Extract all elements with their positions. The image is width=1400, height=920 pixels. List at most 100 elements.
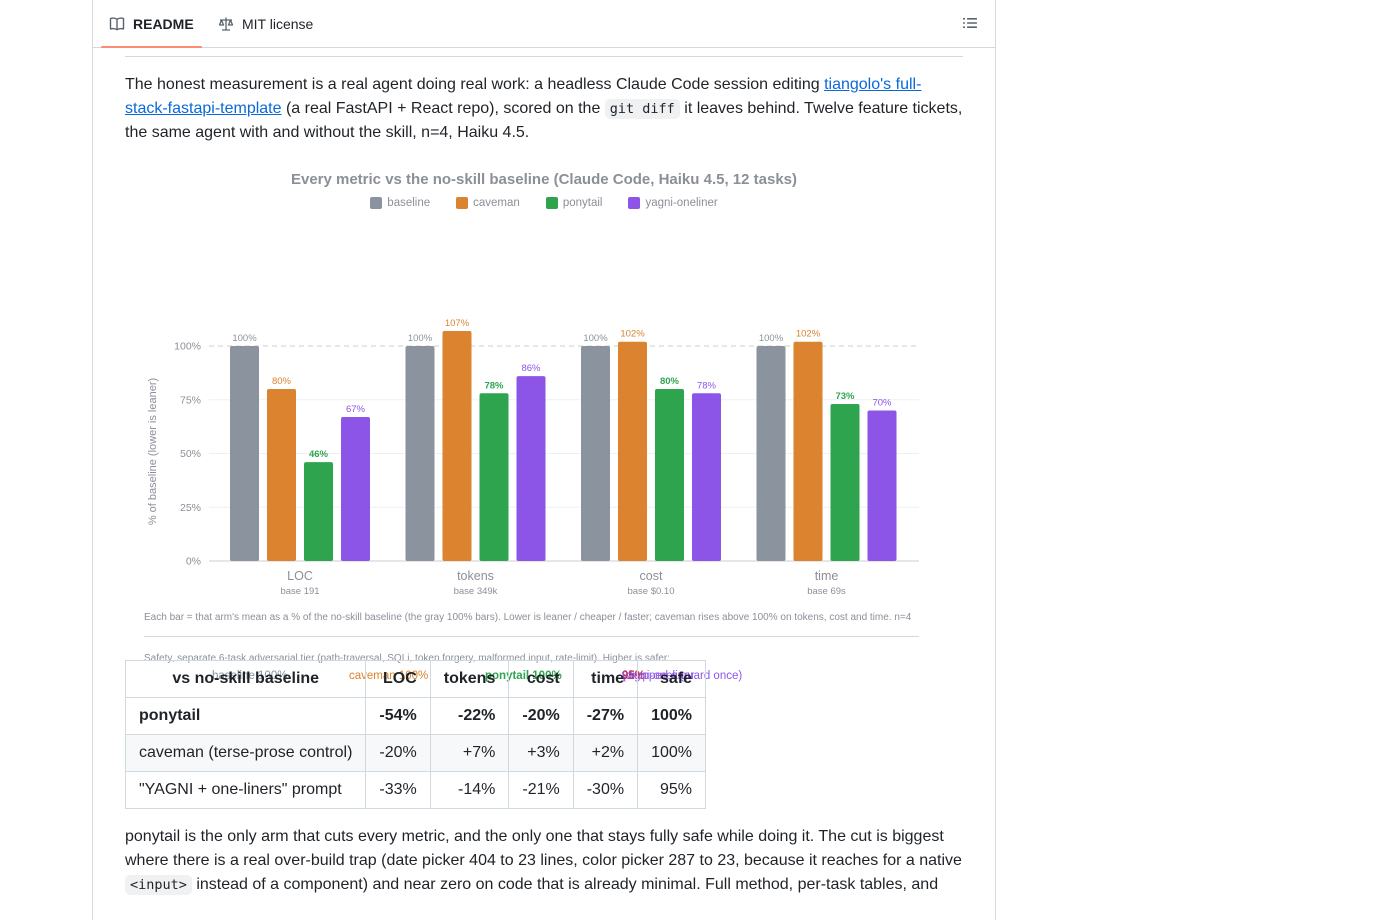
table-header: cost [508, 660, 574, 698]
closing-text-2: instead of a component) and near zero on… [191, 876, 939, 893]
bar-value-label: 107% [445, 318, 470, 329]
table-header: time [572, 660, 639, 698]
y-tick-label: 50% [180, 448, 201, 460]
legend-label-baseline: baseline [387, 197, 431, 209]
y-tick-label: 0% [186, 556, 201, 568]
bar-value-label: 80% [272, 376, 292, 387]
legend-swatch-ponytail [545, 197, 558, 209]
legend-item-yagni: yagni-oneliner [628, 197, 718, 209]
bar-value-label: 100% [583, 333, 608, 344]
table-cell: caveman (terse-prose control) [124, 734, 367, 772]
bar-value-label: 67% [346, 404, 366, 415]
chart-title: Every metric vs the no-skill baseline (C… [290, 171, 798, 188]
table-cell: -20% [365, 734, 431, 772]
table-cell: -33% [365, 771, 431, 809]
bar-value-label: 100% [408, 333, 433, 344]
chart-caption: Each bar = that arm's mean as a % of the… [144, 612, 912, 623]
legend-label-ponytail: ponytail [562, 197, 603, 209]
bar-ponytail-cost [655, 389, 684, 561]
bar-value-label: 80% [660, 376, 680, 387]
table-row: ponytail -54% -22% -20% -27% 100% [124, 697, 706, 735]
safety-note: Safety, separate 6-task adversarial tier… [144, 653, 670, 664]
legend-swatch-yagni [628, 197, 641, 209]
table-cell: -22% [429, 697, 510, 735]
outline-list-icon[interactable] [962, 15, 978, 31]
table-cell: "YAGNI + one-liners" prompt [124, 771, 367, 809]
bar-yagni-oneliner-time [867, 410, 897, 561]
bar-value-label: 78% [484, 380, 504, 391]
legend-item-caveman: caveman [456, 197, 520, 209]
y-tick-label: 100% [174, 341, 201, 353]
x-category-label: time [815, 569, 839, 583]
y-axis-label: % of baseline (lower is leaner) [147, 378, 159, 525]
legend-swatch-caveman [456, 197, 469, 209]
y-tick-label: 25% [180, 502, 201, 514]
bar-yagni-oneliner-tokens [516, 376, 546, 561]
table-cell: ponytail [124, 697, 367, 735]
tab-readme[interactable]: README [101, 0, 202, 48]
bar-baseline-time [756, 346, 786, 561]
bar-baseline-LOC [230, 346, 259, 561]
intro-text-2: (a real FastAPI + React repo), scored on… [281, 100, 605, 117]
git-diff-code: git diff [604, 99, 680, 119]
bar-value-label: 78% [697, 380, 717, 391]
comparison-table: vs no-skill baseline LOC tokens cost tim… [124, 660, 706, 809]
legend-swatch-baseline [370, 197, 383, 209]
bar-caveman-cost [618, 341, 647, 561]
bar-value-label: 46% [309, 449, 329, 460]
table-header-row: vs no-skill baseline LOC tokens cost tim… [124, 660, 706, 698]
legend-item-baseline: baseline [370, 197, 430, 209]
template-repo-link[interactable]: tiangolo's full-stack-fastapi-template [125, 76, 922, 117]
chart-legend: baseline caveman ponytail yagni-oneliner [125, 197, 963, 209]
x-category-label: cost [640, 569, 663, 583]
caption-divider [144, 636, 919, 637]
bar-value-label: 73% [835, 391, 855, 402]
scale-icon [218, 16, 234, 32]
input-code: <input> [125, 875, 192, 895]
horizontal-rule [125, 56, 963, 57]
bar-baseline-cost [581, 346, 610, 561]
table-cell: -27% [572, 697, 639, 735]
legend-label-caveman: caveman [473, 197, 520, 209]
bar-value-label: 100% [232, 333, 257, 344]
x-category-sublabel: base 69s [807, 586, 846, 597]
table-cell: -30% [572, 771, 639, 809]
table-cell: +2% [572, 734, 639, 772]
bar-ponytail-tokens [479, 393, 509, 561]
y-tick-label: 75% [180, 394, 201, 406]
table-header: vs no-skill baseline [124, 660, 367, 698]
table-cell: -20% [508, 697, 574, 735]
bar-value-label: 100% [759, 333, 784, 344]
bar-value-label: 102% [796, 329, 821, 340]
table-row: caveman (terse-prose control) -20% +7% +… [124, 734, 706, 772]
readme-panel: README MIT license The honest measuremen… [92, 0, 996, 920]
tab-readme-label: README [133, 15, 194, 32]
intro-text-3: it leaves behind. Twelve feature tickets… [125, 100, 963, 141]
table-cell: -54% [365, 697, 431, 735]
table-row: "YAGNI + one-liners" prompt -33% -14% -2… [124, 771, 706, 809]
legend-item-ponytail: ponytail [545, 197, 603, 209]
book-icon [109, 16, 125, 32]
closing-text: ponytail is the only arm that cuts every… [125, 828, 962, 869]
table-cell: 95% [637, 771, 706, 809]
table-cell: 100% [637, 697, 706, 735]
table-cell: -21% [508, 771, 574, 809]
table-cell: +3% [508, 734, 574, 772]
bar-ponytail-time [830, 404, 860, 561]
bar-value-label: 102% [620, 329, 645, 340]
intro-text: The honest measurement is a real agent d… [125, 76, 825, 93]
closing-paragraph: ponytail is the only arm that cuts every… [125, 825, 963, 897]
table-header: tokens [429, 660, 510, 698]
bar-caveman-LOC [267, 389, 296, 561]
x-category-label: tokens [457, 569, 494, 583]
table-header: safe [637, 660, 706, 698]
x-category-sublabel: base 191 [280, 586, 319, 597]
table-cell: -14% [429, 771, 510, 809]
readme-tab-bar: README MIT license [93, 0, 995, 48]
table-header: LOC [365, 660, 431, 698]
bar-yagni-oneliner-cost [692, 393, 721, 561]
bar-ponytail-LOC [304, 462, 333, 561]
bar-baseline-tokens [405, 346, 435, 561]
bar-value-label: 86% [521, 363, 541, 374]
tab-license[interactable]: MIT license [218, 0, 313, 47]
